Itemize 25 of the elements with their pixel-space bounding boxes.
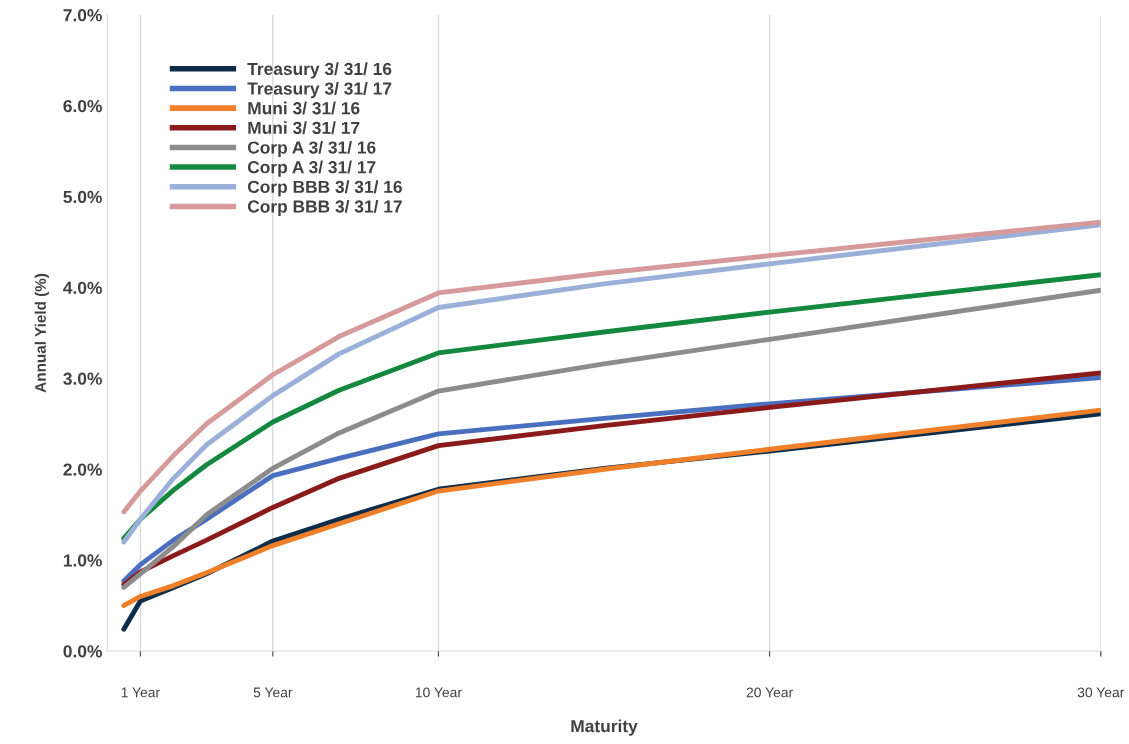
legend-label: Muni 3/ 31/ 16: [248, 101, 360, 115]
x-tick-label: 20 Year: [746, 687, 793, 698]
y-tick-label: 2.0%: [63, 463, 102, 476]
y-axis-title: Annual Yield (%): [34, 273, 49, 393]
legend-label: Corp BBB 3/ 31/ 17: [247, 199, 402, 217]
x-tick-label: 1 Year: [121, 687, 160, 698]
legend-label: Corp A 3/ 31/ 16: [247, 140, 376, 158]
line-series: [121, 287, 1101, 590]
x-tick-label: 10 Year: [415, 687, 462, 698]
x-tick-label: 5 Year: [253, 687, 293, 698]
line-series: [121, 272, 1101, 541]
legend-label: Corp A 3/ 31/ 17: [247, 160, 376, 177]
y-tick-label: 4.0%: [63, 281, 102, 294]
legend-label: Muni 3/ 31/ 17: [248, 121, 360, 135]
legend-label: Treasury 3/ 31/ 16: [247, 62, 392, 79]
y-tick-label: 5.0%: [63, 190, 102, 204]
y-tick-label: 3.0%: [63, 372, 102, 385]
y-tick-label: 6.0%: [63, 99, 102, 113]
x-axis-title: Maturity: [571, 719, 638, 736]
y-tick-label: 1.0%: [63, 554, 102, 567]
legend-label: Treasury 3/ 31/ 17: [247, 81, 392, 99]
y-tick-label: 7.0%: [63, 9, 102, 22]
legend-label: Corp BBB 3/ 31/ 16: [247, 180, 402, 197]
y-tick-label: 0.0%: [63, 645, 102, 658]
x-tick-label: 30 Year: [1077, 687, 1125, 698]
